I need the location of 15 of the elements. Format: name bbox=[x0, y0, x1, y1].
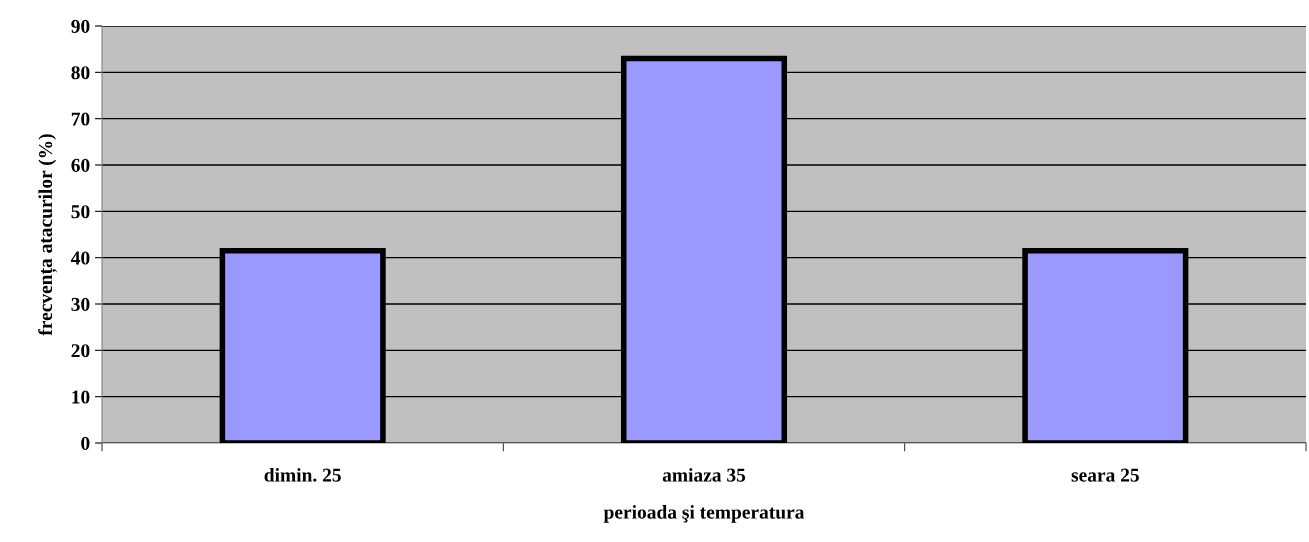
x-axis-title: perioada şi temperatura bbox=[603, 505, 805, 523]
y-tick-label: 40 bbox=[71, 251, 90, 265]
y-tick-label: 30 bbox=[71, 297, 90, 311]
y-tick-label: 90 bbox=[71, 19, 90, 33]
y-tick-label: 50 bbox=[71, 205, 90, 219]
y-tick-label: 80 bbox=[71, 66, 90, 80]
y-tick-label: 0 bbox=[81, 436, 90, 450]
x-tick-label: dimin. 25 bbox=[264, 468, 341, 482]
y-axis-title: frecvența atacurilor (%) bbox=[38, 134, 57, 336]
x-tick-label: seara 25 bbox=[1071, 468, 1139, 482]
y-tick-label: 10 bbox=[72, 390, 90, 404]
x-tick-label: amiaza 35 bbox=[662, 468, 746, 482]
y-tick-label: 60 bbox=[71, 158, 90, 172]
y-tick-label: 70 bbox=[71, 112, 90, 126]
y-tick-label: 20 bbox=[71, 344, 90, 358]
